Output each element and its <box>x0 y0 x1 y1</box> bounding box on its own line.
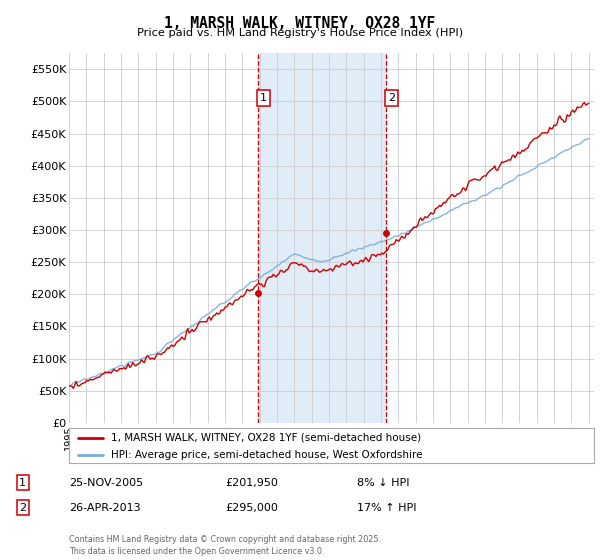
Text: 1: 1 <box>260 93 267 103</box>
Text: 17% ↑ HPI: 17% ↑ HPI <box>357 503 416 513</box>
Text: 25-NOV-2005: 25-NOV-2005 <box>69 478 143 488</box>
Text: 8% ↓ HPI: 8% ↓ HPI <box>357 478 409 488</box>
Text: 2: 2 <box>19 503 26 513</box>
Text: £201,950: £201,950 <box>225 478 278 488</box>
Text: 1, MARSH WALK, WITNEY, OX28 1YF (semi-detached house): 1, MARSH WALK, WITNEY, OX28 1YF (semi-de… <box>111 433 421 443</box>
Text: HPI: Average price, semi-detached house, West Oxfordshire: HPI: Average price, semi-detached house,… <box>111 450 422 460</box>
Text: 1, MARSH WALK, WITNEY, OX28 1YF: 1, MARSH WALK, WITNEY, OX28 1YF <box>164 16 436 31</box>
Text: 26-APR-2013: 26-APR-2013 <box>69 503 140 513</box>
Text: Contains HM Land Registry data © Crown copyright and database right 2025.
This d: Contains HM Land Registry data © Crown c… <box>69 535 381 556</box>
Text: £295,000: £295,000 <box>225 503 278 513</box>
Text: Price paid vs. HM Land Registry's House Price Index (HPI): Price paid vs. HM Land Registry's House … <box>137 28 463 38</box>
Text: 1: 1 <box>19 478 26 488</box>
Bar <box>258 53 386 423</box>
Text: 2: 2 <box>388 93 395 103</box>
